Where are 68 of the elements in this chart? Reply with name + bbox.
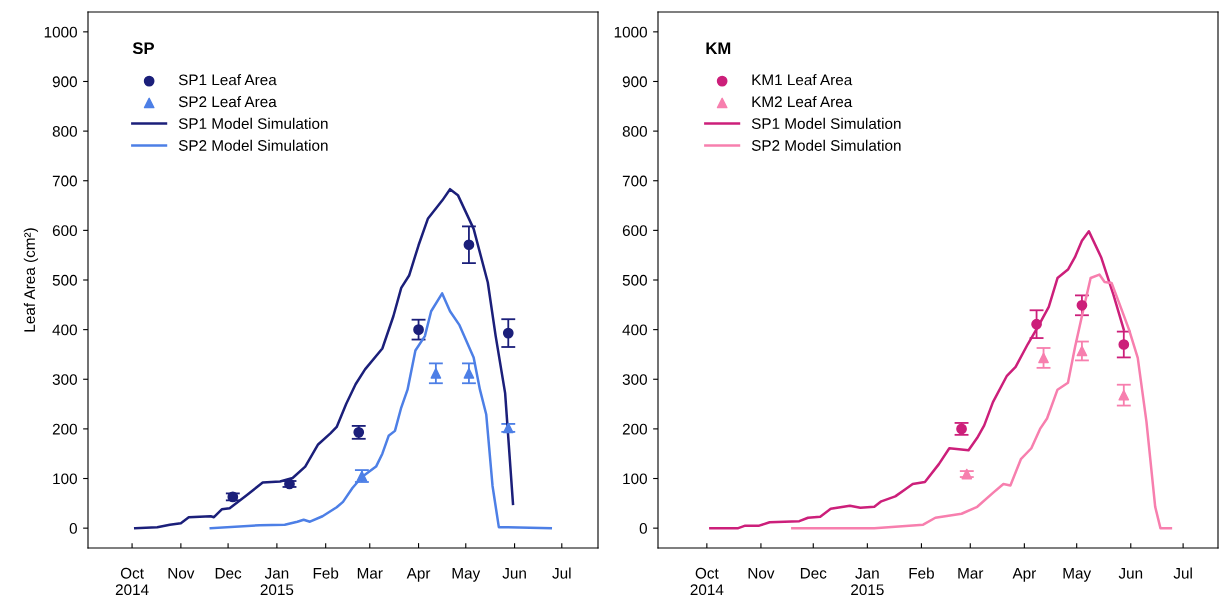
y-tick-label: 400: [622, 324, 647, 336]
y-tick-label: 0: [639, 523, 647, 534]
legend-label: KM2 Leaf Area: [752, 95, 853, 108]
x-tick-label: Nov: [168, 568, 195, 579]
legend-title: KM: [706, 42, 731, 54]
point: [1076, 299, 1088, 311]
point: [1076, 345, 1088, 357]
legend-label: SP2 Model Simulation: [178, 139, 328, 151]
legend-title: SP: [132, 42, 155, 55]
x-tick-label: May: [1063, 568, 1092, 582]
x-tick-label: Oct 2014: [115, 567, 149, 596]
y-tick-label: 100: [53, 473, 77, 485]
legend-label: SP2 Leaf Area: [178, 95, 277, 108]
legend-label: SP1 Leaf Area: [178, 74, 277, 86]
point: [413, 324, 424, 335]
x-tick-label: Dec: [215, 568, 242, 579]
y-tick-label: 700: [622, 175, 647, 187]
point: [1031, 318, 1042, 330]
y-tick-label: 0: [69, 523, 77, 534]
y-tick-label: 200: [52, 423, 77, 435]
legend-label: KM1 Leaf Area: [752, 74, 853, 86]
point: [502, 327, 514, 339]
x-tick-label: Jan 2015: [260, 568, 294, 596]
y-tick-label: 400: [52, 324, 77, 336]
x-tick-label: Jul: [552, 567, 571, 579]
line-series: [133, 187, 515, 530]
y-tick-label: 300: [52, 374, 77, 385]
x-tick-label: Feb: [909, 567, 934, 579]
y-tick-label: 1000: [44, 26, 77, 38]
y-tick-label: 700: [52, 175, 77, 187]
y-tick-label: 600: [622, 225, 647, 237]
x-tick-label: May: [452, 568, 481, 582]
x-tick-label: Mar: [357, 568, 383, 579]
x-tick-label: Jun: [502, 568, 526, 579]
x-tick-label: Oct 2014: [690, 567, 724, 596]
line-series: [791, 273, 1173, 530]
y-tick-label: 800: [52, 125, 77, 137]
point: [1118, 339, 1130, 350]
x-tick-label: Jan 2015: [851, 568, 884, 596]
y-tick-label: 800: [622, 125, 647, 137]
y-tick-label: 500: [52, 274, 77, 286]
y-axis-title: Leaf Area (cm²): [23, 228, 39, 332]
x-tick-label: Feb: [313, 567, 339, 579]
legend-label: SP2 Model Simulation: [751, 139, 901, 151]
x-tick-label: Mar: [958, 568, 984, 579]
y-tick-label: 1000: [614, 26, 647, 38]
legend-label: SP1 Model Simulation: [751, 117, 901, 130]
y-tick-label: 900: [622, 76, 647, 88]
x-tick-label: Apr: [406, 568, 431, 582]
legend-label: SP1 Model Simulation: [178, 117, 328, 130]
point: [463, 239, 475, 251]
x-tick-label: Jun: [1118, 568, 1143, 579]
y-tick-label: 600: [52, 225, 77, 237]
y-tick-label: 200: [622, 423, 647, 435]
x-tick-label: Apr: [1012, 568, 1036, 582]
x-tick-label: Nov: [748, 568, 775, 579]
point: [1038, 352, 1049, 364]
x-tick-label: Dec: [800, 568, 827, 579]
point: [430, 367, 442, 379]
x-tick-label: Jul: [1173, 567, 1192, 579]
line-series: [209, 292, 553, 530]
point: [284, 478, 295, 490]
y-tick-label: 300: [622, 374, 647, 385]
y-tick-label: 500: [622, 274, 647, 286]
y-tick-label: 100: [623, 473, 647, 485]
point: [1118, 389, 1130, 401]
point: [463, 367, 475, 379]
y-tick-label: 900: [52, 76, 77, 88]
